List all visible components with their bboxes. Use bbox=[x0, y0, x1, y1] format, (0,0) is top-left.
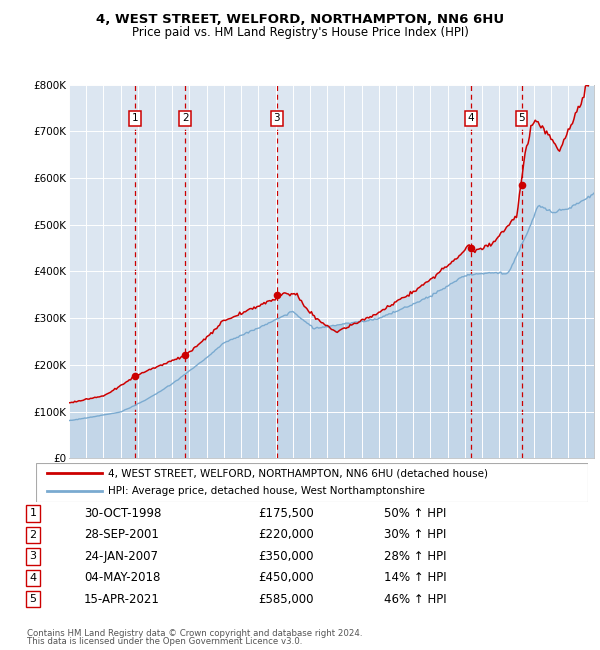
Text: This data is licensed under the Open Government Licence v3.0.: This data is licensed under the Open Gov… bbox=[27, 637, 302, 646]
Text: 4, WEST STREET, WELFORD, NORTHAMPTON, NN6 6HU (detached house): 4, WEST STREET, WELFORD, NORTHAMPTON, NN… bbox=[108, 469, 488, 478]
Text: 46% ↑ HPI: 46% ↑ HPI bbox=[384, 593, 446, 606]
Text: 4: 4 bbox=[467, 113, 474, 123]
Text: 14% ↑ HPI: 14% ↑ HPI bbox=[384, 571, 446, 584]
Text: 4, WEST STREET, WELFORD, NORTHAMPTON, NN6 6HU: 4, WEST STREET, WELFORD, NORTHAMPTON, NN… bbox=[96, 13, 504, 26]
Text: 30-OCT-1998: 30-OCT-1998 bbox=[84, 507, 161, 520]
Text: 4: 4 bbox=[29, 573, 37, 583]
Text: 1: 1 bbox=[131, 113, 138, 123]
Text: 24-JAN-2007: 24-JAN-2007 bbox=[84, 550, 158, 563]
FancyBboxPatch shape bbox=[36, 463, 588, 502]
Text: 5: 5 bbox=[518, 113, 525, 123]
Text: Price paid vs. HM Land Registry's House Price Index (HPI): Price paid vs. HM Land Registry's House … bbox=[131, 26, 469, 39]
Text: HPI: Average price, detached house, West Northamptonshire: HPI: Average price, detached house, West… bbox=[108, 486, 425, 496]
Text: £350,000: £350,000 bbox=[258, 550, 314, 563]
Text: 50% ↑ HPI: 50% ↑ HPI bbox=[384, 507, 446, 520]
Text: £450,000: £450,000 bbox=[258, 571, 314, 584]
Text: 1: 1 bbox=[29, 508, 37, 519]
Text: 28% ↑ HPI: 28% ↑ HPI bbox=[384, 550, 446, 563]
Text: 28-SEP-2001: 28-SEP-2001 bbox=[84, 528, 159, 541]
Text: £585,000: £585,000 bbox=[258, 593, 314, 606]
Text: 04-MAY-2018: 04-MAY-2018 bbox=[84, 571, 160, 584]
Text: Contains HM Land Registry data © Crown copyright and database right 2024.: Contains HM Land Registry data © Crown c… bbox=[27, 629, 362, 638]
Text: 3: 3 bbox=[274, 113, 280, 123]
Text: £175,500: £175,500 bbox=[258, 507, 314, 520]
Text: 15-APR-2021: 15-APR-2021 bbox=[84, 593, 160, 606]
Text: 3: 3 bbox=[29, 551, 37, 562]
Text: 5: 5 bbox=[29, 594, 37, 604]
Text: £220,000: £220,000 bbox=[258, 528, 314, 541]
Text: 2: 2 bbox=[182, 113, 188, 123]
Text: 30% ↑ HPI: 30% ↑ HPI bbox=[384, 528, 446, 541]
Text: 2: 2 bbox=[29, 530, 37, 540]
